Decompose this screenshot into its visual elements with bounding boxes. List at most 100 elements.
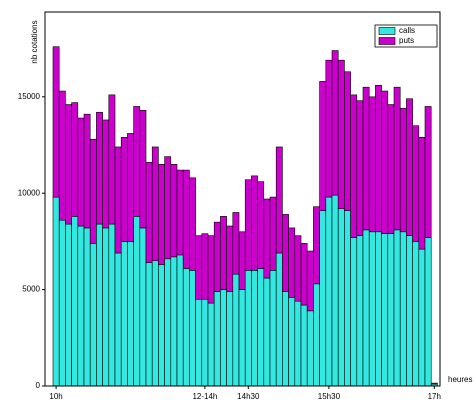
bar-segment [207, 235, 215, 304]
bar-segment [257, 181, 265, 269]
bar-segment [133, 106, 141, 217]
bar-segment [294, 300, 302, 387]
bar-segment [164, 156, 172, 260]
bar-segment [189, 177, 196, 271]
x-axis-label: heures [448, 375, 472, 384]
bar-segment [257, 268, 265, 387]
bar-segment [381, 233, 389, 387]
bar-segment [145, 162, 153, 263]
bar-segment [269, 196, 277, 271]
y-tick-label: 0 [36, 381, 41, 390]
bar-segment [52, 196, 60, 387]
bar-segment [337, 59, 345, 209]
bar-segment [158, 163, 165, 265]
bar-segment [238, 289, 246, 387]
bar-segment [294, 235, 302, 302]
bar-segment [412, 241, 420, 387]
y-axis-label: nb cotations [30, 20, 39, 63]
bar-segment [393, 86, 401, 231]
legend-swatch [378, 27, 396, 35]
bar-segment [114, 252, 122, 387]
bar-segment [133, 216, 141, 387]
bar-segment [226, 291, 234, 387]
bar-segment [238, 231, 246, 290]
bar-segment [251, 175, 258, 271]
bar-segment [288, 297, 296, 387]
bar-segment [52, 46, 60, 198]
bar-segment [375, 231, 382, 387]
bar-segment [325, 59, 333, 198]
bar-segment [313, 206, 320, 285]
bar-segment [139, 110, 147, 229]
bar-segment [387, 104, 395, 235]
bar-segment [89, 138, 97, 244]
y-tick-label: 15000 [18, 92, 41, 101]
x-tick-label: 14h30 [237, 392, 260, 401]
bar-segment [375, 84, 382, 233]
bar-segment [350, 237, 358, 387]
bar-segment [65, 104, 72, 225]
bar-segment [189, 270, 196, 387]
bar-segment [325, 196, 333, 387]
bar-segment [306, 310, 314, 387]
bar-segment [176, 169, 184, 256]
bar-segment [96, 111, 103, 225]
bar-segment [424, 237, 432, 387]
bar-segment [71, 216, 79, 387]
bar-segment [282, 214, 289, 292]
bar-segment [77, 117, 85, 227]
bar-segment [319, 210, 327, 387]
x-tick-label: 15h30 [318, 392, 341, 401]
bar-segment [83, 113, 91, 229]
bar-segment [282, 291, 289, 387]
bar-segment [127, 133, 134, 242]
bar-segment [399, 108, 407, 233]
plot-frame [44, 11, 441, 387]
bar-segment [269, 270, 277, 387]
bar-segment [120, 137, 128, 242]
bar-segment [164, 258, 172, 387]
bar-segment [418, 137, 426, 250]
x-tick-label: 17h [428, 392, 441, 401]
bar-segment [71, 102, 79, 217]
bar-segment [127, 241, 134, 387]
bar-segment [83, 227, 91, 387]
bar-segment [263, 198, 271, 279]
bar-segment [275, 252, 283, 387]
bar-segment [207, 302, 215, 387]
bar-segment [331, 50, 339, 196]
bar-segment [399, 231, 407, 387]
bar-segment [387, 233, 395, 387]
bar-segment [158, 264, 165, 387]
bar-segment [244, 270, 252, 387]
bar-segment [201, 233, 209, 300]
legend-label: calls [399, 26, 415, 35]
bar-segment [263, 277, 271, 387]
bar-segment [412, 125, 420, 242]
legend-label: puts [399, 36, 414, 45]
bar-segment [77, 225, 85, 387]
bar-segment [337, 208, 345, 387]
bar-segment [368, 231, 376, 387]
bar-segment [201, 298, 209, 387]
y-tick-label: 10000 [18, 188, 41, 197]
bar-segment [344, 71, 351, 211]
bar-segment [313, 283, 320, 387]
bar-segment [362, 86, 370, 231]
bar-segment [89, 243, 97, 387]
bar-segment [145, 262, 153, 387]
bar-segment [182, 169, 190, 269]
x-tick-label: 12-14h [192, 392, 217, 401]
bar-segment [368, 96, 376, 233]
bar-segment [356, 100, 364, 236]
bar-segment [176, 254, 184, 387]
bar-segment [356, 235, 364, 387]
bar-segment [195, 298, 203, 387]
bar-segment [430, 382, 438, 385]
bar-segment [275, 146, 283, 254]
bar-segment [182, 268, 190, 387]
bar-segment [114, 146, 122, 254]
legend-swatch [378, 37, 396, 45]
bar-segment [232, 273, 240, 387]
